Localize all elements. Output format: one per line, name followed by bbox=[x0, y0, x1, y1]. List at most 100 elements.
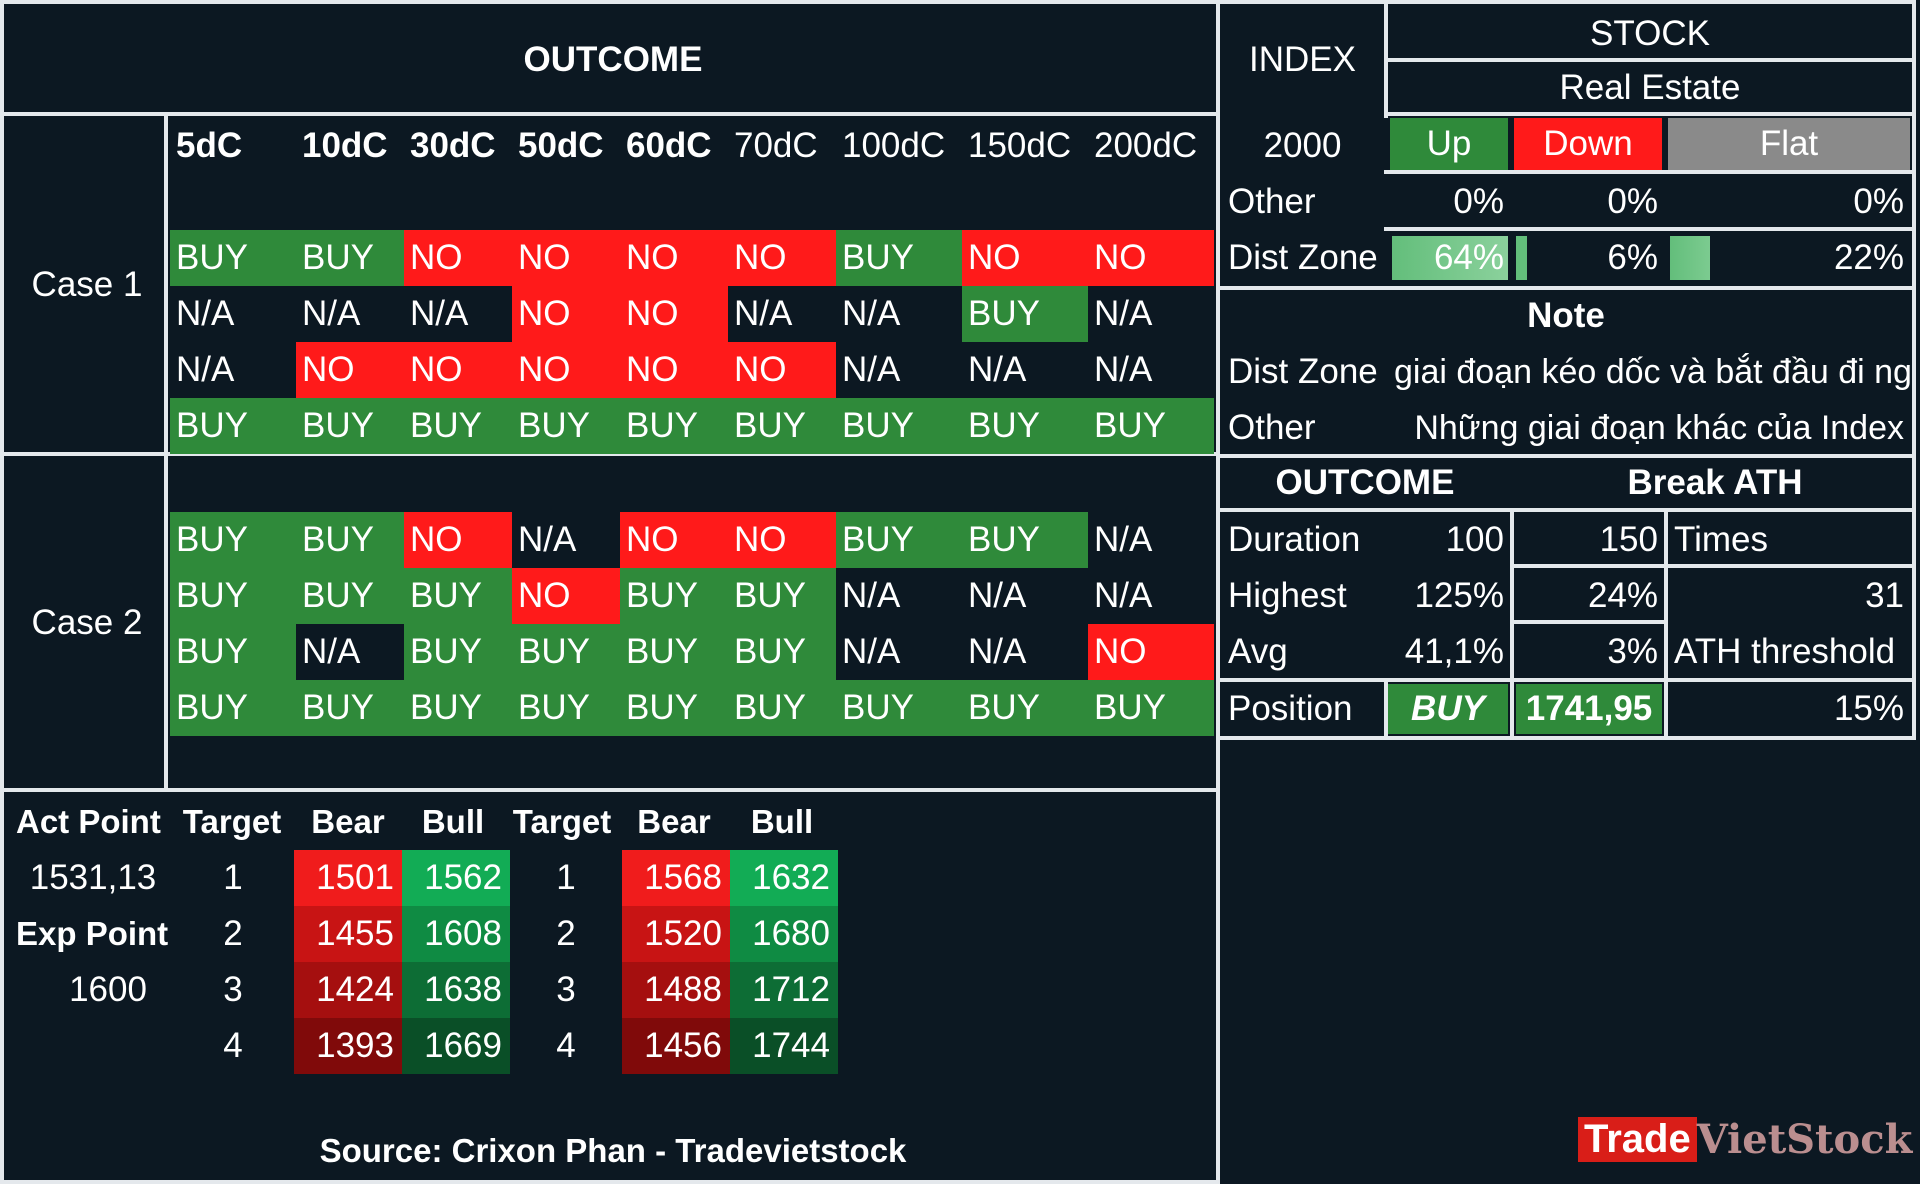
target1-row-2: 2 bbox=[223, 914, 243, 953]
bear1-row-4: 1393 bbox=[294, 1018, 402, 1074]
highest-label: Highest bbox=[1228, 576, 1347, 615]
index-value: 2000 bbox=[1263, 126, 1342, 165]
case1-cell-r3-30dC: NO bbox=[404, 342, 512, 398]
times-label: Times bbox=[1674, 520, 1768, 559]
case1-cell-r4-50dC: BUY bbox=[512, 398, 620, 454]
divider-case-labels bbox=[164, 112, 168, 792]
targets-header-6: Bear bbox=[637, 803, 711, 840]
target1-row-3: 3 bbox=[223, 970, 243, 1009]
case-2-label: Case 2 bbox=[31, 602, 143, 642]
bull1-row-1: 1562 bbox=[402, 850, 510, 906]
divider-position bbox=[1216, 678, 1916, 682]
case2-cell-r3-50dC: BUY bbox=[512, 624, 620, 680]
divider-outcome bbox=[0, 112, 1220, 116]
note-dist-text: giai đoạn kéo dốc và bắt đầu đi ng bbox=[1394, 352, 1912, 391]
other-down: 0% bbox=[1607, 182, 1658, 221]
column-header-100dC: 100dC bbox=[842, 126, 946, 165]
watermark-vietstock: VietStock bbox=[1696, 1115, 1913, 1163]
targets-header-2: Target bbox=[182, 803, 282, 840]
dist-up-bar bbox=[1392, 236, 1508, 280]
highest-value: 125% bbox=[1414, 576, 1504, 615]
case1-cell-r3-100dC: N/A bbox=[842, 350, 901, 389]
case1-cell-r2-70dC: N/A bbox=[734, 294, 793, 333]
exp-point-value: 1600 bbox=[69, 970, 147, 1009]
case2-cell-r3-60dC: BUY bbox=[620, 624, 728, 680]
case2-cell-r1-70dC: NO bbox=[728, 512, 836, 568]
case1-cell-r2-50dC: NO bbox=[512, 286, 620, 342]
case1-cell-r3-50dC: NO bbox=[512, 342, 620, 398]
case2-cell-r1-200dC: N/A bbox=[1094, 520, 1153, 559]
column-header-5dC: 5dC bbox=[176, 126, 243, 165]
bear1-row-1: 1501 bbox=[294, 850, 402, 906]
divider-stats-header bbox=[1216, 508, 1916, 512]
case2-cell-r2-10dC: BUY bbox=[296, 568, 404, 624]
case2-cell-r1-150dC: BUY bbox=[962, 512, 1088, 568]
avg-label: Avg bbox=[1228, 632, 1288, 671]
flat-header: Flat bbox=[1668, 118, 1910, 170]
divider-other-top bbox=[1384, 170, 1916, 174]
targets-header-5: Target bbox=[512, 803, 612, 840]
case2-cell-r3-100dC: N/A bbox=[842, 632, 901, 671]
case2-cell-r2-30dC: BUY bbox=[404, 568, 512, 624]
case1-cell-r2-100dC: N/A bbox=[842, 294, 901, 333]
bear2-row-1: 1568 bbox=[622, 850, 730, 906]
stock-label: STOCK bbox=[1590, 14, 1710, 53]
outcome-header: OUTCOME bbox=[523, 40, 703, 79]
case1-cell-r1-5dC: BUY bbox=[170, 230, 296, 286]
source-note: Source: Crixon Phan - Tradevietstock bbox=[319, 1132, 907, 1169]
watermark-logo: Trade VietStock bbox=[1578, 1112, 1912, 1166]
case1-cell-r2-200dC: N/A bbox=[1094, 294, 1153, 333]
note-other-text: Những giai đoạn khác của Index bbox=[1414, 408, 1904, 447]
case1-cell-r3-150dC: N/A bbox=[968, 350, 1027, 389]
sector-label: Real Estate bbox=[1559, 68, 1741, 107]
divider-targets bbox=[0, 788, 1220, 792]
bear1-row-2: 1455 bbox=[294, 906, 402, 962]
bull1-row-3: 1638 bbox=[402, 962, 510, 1018]
case2-cell-r4-50dC: BUY bbox=[512, 680, 620, 736]
case2-cell-r4-30dC: BUY bbox=[404, 680, 512, 736]
divider-stock bbox=[1384, 58, 1916, 62]
case2-cell-r4-200dC: BUY bbox=[1088, 680, 1214, 736]
dist-down-bar bbox=[1516, 236, 1527, 280]
case2-cell-r2-60dC: BUY bbox=[620, 568, 728, 624]
case1-cell-r2-150dC: BUY bbox=[962, 286, 1088, 342]
case1-cell-r3-70dC: NO bbox=[728, 342, 836, 398]
case2-cell-r1-10dC: BUY bbox=[296, 512, 404, 568]
dist-down-value: 6% bbox=[1607, 238, 1658, 277]
case2-cell-r4-70dC: BUY bbox=[728, 680, 836, 736]
case1-cell-r2-5dC: N/A bbox=[176, 294, 235, 333]
duration-label: Duration bbox=[1228, 520, 1361, 559]
column-header-70dC: 70dC bbox=[734, 126, 818, 165]
case2-cell-r3-5dC: BUY bbox=[170, 624, 296, 680]
case1-cell-r4-5dC: BUY bbox=[170, 398, 296, 454]
case1-cell-r3-5dC: N/A bbox=[176, 350, 235, 389]
ath-threshold-value: 15% bbox=[1833, 689, 1904, 728]
case1-cell-r1-10dC: BUY bbox=[296, 230, 404, 286]
divider-case bbox=[0, 452, 1220, 456]
highest-value-2: 24% bbox=[1587, 576, 1658, 615]
dist-up-value: 64% bbox=[1433, 238, 1504, 277]
case1-cell-r3-200dC: N/A bbox=[1094, 350, 1153, 389]
case2-cell-r4-10dC: BUY bbox=[296, 680, 404, 736]
case1-cell-r1-30dC: NO bbox=[404, 230, 512, 286]
position-price: 1741,95 bbox=[1516, 684, 1662, 734]
divider-times bbox=[1666, 564, 1916, 568]
column-header-10dC: 10dC bbox=[302, 126, 388, 165]
case2-cell-r4-5dC: BUY bbox=[170, 680, 296, 736]
column-header-60dC: 60dC bbox=[626, 126, 712, 165]
targets-header-1: Act Point bbox=[16, 803, 161, 840]
case2-cell-r2-150dC: N/A bbox=[968, 576, 1027, 615]
case2-cell-r3-200dC: NO bbox=[1088, 624, 1214, 680]
act-point-value: 1531,13 bbox=[29, 858, 157, 897]
case2-cell-r1-60dC: NO bbox=[620, 512, 728, 568]
watermark-trade: Trade bbox=[1578, 1116, 1697, 1162]
case1-cell-r4-60dC: BUY bbox=[620, 398, 728, 454]
duration-value: 100 bbox=[1445, 520, 1504, 559]
column-header-150dC: 150dC bbox=[968, 126, 1072, 165]
position-label: Position bbox=[1228, 689, 1353, 728]
case1-cell-r1-70dC: NO bbox=[728, 230, 836, 286]
break-ath-label: Break ATH bbox=[1627, 463, 1803, 502]
case1-cell-r3-10dC: NO bbox=[296, 342, 404, 398]
divider-dist-top bbox=[1384, 227, 1916, 231]
